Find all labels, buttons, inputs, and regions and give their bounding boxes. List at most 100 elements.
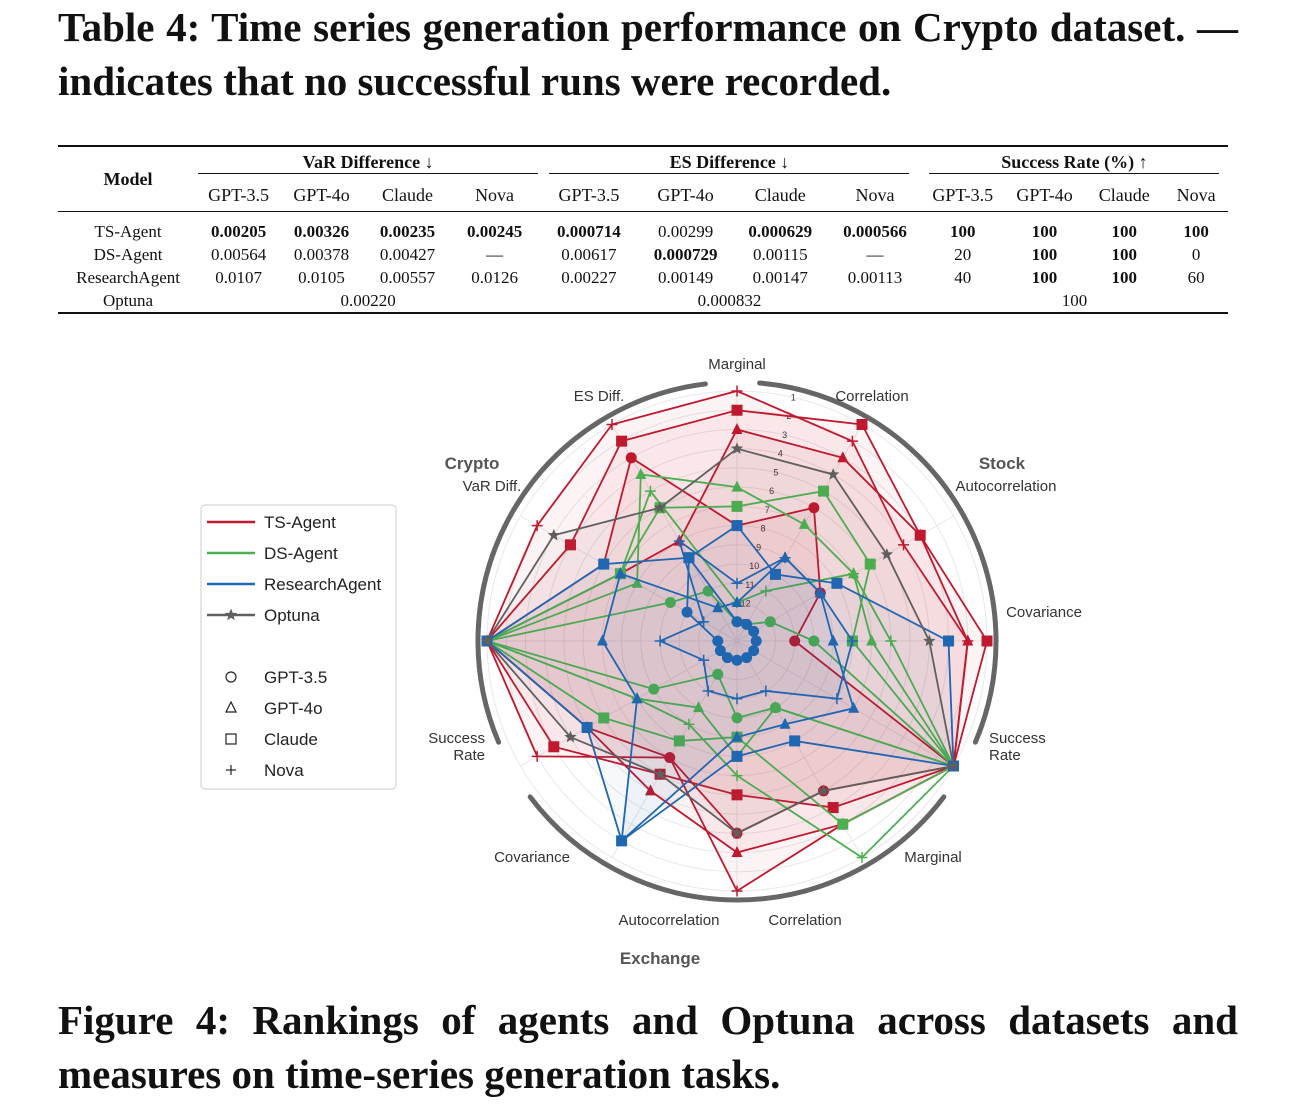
dataset-label: Crypto [445, 454, 500, 473]
marker-square [673, 735, 685, 747]
legend-marker-square [225, 733, 237, 745]
marker-circle [721, 652, 733, 664]
marker-triangle [635, 467, 647, 479]
marker-triangle [779, 717, 791, 729]
marker-star [653, 767, 667, 780]
axis-label-line: Autocorrelation [619, 912, 720, 929]
marker-star [880, 547, 894, 560]
marker-star [826, 467, 840, 480]
cell: 0.0107 [215, 268, 262, 287]
marker-circle [741, 618, 753, 630]
marker-circle [648, 683, 660, 695]
marker-circle [748, 625, 760, 637]
marker-triangle [827, 634, 839, 646]
marker-star [947, 759, 960, 772]
cell: 0.00245 [466, 222, 523, 241]
marker-circle [764, 616, 776, 628]
axis-label: VaR Diff. [463, 478, 522, 495]
marker-square [731, 500, 743, 512]
var-group-header: VaR Difference ↓ [198, 146, 539, 179]
cell: 20 [954, 245, 972, 264]
cell: 0.00557 [379, 268, 436, 287]
marker-triangle [769, 701, 781, 713]
marker-triangle [614, 567, 626, 579]
cell: 0.0105 [298, 268, 345, 287]
axis-label: Correlation [768, 912, 841, 929]
col-header: GPT-3.5 [208, 184, 269, 205]
marker-circle [808, 502, 820, 514]
legend-series-label: Optuna [264, 606, 320, 625]
marker-triangle [866, 634, 878, 646]
marker-triangle [731, 730, 743, 742]
cell: 100 [1031, 245, 1058, 264]
marker-circle [712, 635, 724, 647]
cell: 0.00235 [379, 222, 436, 241]
axis-label: Autocorrelation [956, 478, 1057, 495]
marker-circle [789, 635, 801, 647]
row-model: Optuna [103, 291, 154, 310]
axis-label: Success Rate [428, 730, 485, 764]
marker-triangle [693, 701, 705, 713]
rank-tick-label: 7 [765, 505, 770, 515]
axis-label: Correlation [835, 388, 908, 405]
marker-star [730, 826, 744, 839]
marker-triangle [798, 517, 810, 529]
figure-caption: Figure 4: Rankings of agents and Optuna … [58, 997, 1238, 1097]
results-table: Model VaR Difference ↓ ES Difference ↓ S… [58, 145, 1228, 314]
axis-label-line: ES Diff. [574, 388, 625, 405]
marker-star [653, 501, 667, 514]
cell: 0.00299 [657, 222, 714, 241]
row-model: TS-Agent [94, 222, 162, 241]
marker-square [837, 818, 849, 830]
marker-star [224, 608, 238, 621]
sr-group-header: Success Rate (%) ↑ [921, 146, 1228, 179]
marker-star [564, 730, 577, 743]
marker-circle [731, 712, 743, 724]
axis-label-line: Autocorrelation [956, 478, 1057, 495]
marker-triangle [596, 634, 608, 646]
grid-spoke [736, 640, 954, 767]
radar-labels: Marginal Correlation Autocorrelation Covari… [428, 356, 1082, 968]
axis-label-line: Rate [989, 747, 1021, 764]
rank-tick-label: 11 [745, 580, 754, 590]
series-ts-agent-nova [481, 385, 974, 897]
legend-marker-label: Nova [264, 761, 304, 780]
axis-label-line: Rate [453, 747, 485, 764]
legend-marker-label: Claude [264, 730, 318, 749]
marker-square [616, 835, 628, 847]
cell: 0.00147 [752, 268, 808, 287]
axis-label-line: Correlation [768, 912, 841, 929]
col-header: Nova [855, 184, 895, 205]
marker-square [864, 558, 876, 570]
marker-triangle [731, 480, 743, 492]
marker-square [856, 418, 868, 430]
marker-square [827, 802, 839, 814]
cell: 100 [1183, 222, 1209, 241]
rank-tick-label: 12 [741, 599, 751, 609]
marker-square [914, 529, 926, 541]
cell: 0.00113 [847, 268, 903, 287]
axis-label-line: Covariance [494, 849, 570, 866]
axis-label: Covariance [1006, 604, 1082, 621]
dataset-arc [527, 794, 947, 903]
marker-square [831, 577, 843, 589]
marker-square [981, 635, 993, 647]
radar-chart: 12345678910111213 MarginalCorrelationAut… [200, 356, 1082, 968]
rank-tick-label: 1 [791, 392, 796, 402]
axis-label-line: Covariance [1006, 604, 1082, 621]
marker-square [943, 635, 955, 647]
cell: 0.00227 [561, 268, 617, 287]
col-header: Claude [1098, 184, 1150, 205]
marker-square [581, 722, 593, 734]
cell: 100 [1031, 268, 1058, 287]
rank-tick-label: 8 [760, 524, 765, 534]
series-researchagent-nova [654, 535, 858, 705]
marker-star [547, 528, 560, 541]
marker-square [789, 735, 801, 747]
col-header: Nova [475, 184, 515, 205]
axis-label: Covariance [494, 849, 570, 866]
series-researchagent-claude [481, 520, 960, 847]
cell: 0.00564 [210, 245, 267, 264]
marker-triangle [837, 451, 849, 463]
row-model: ResearchAgent [76, 268, 180, 287]
